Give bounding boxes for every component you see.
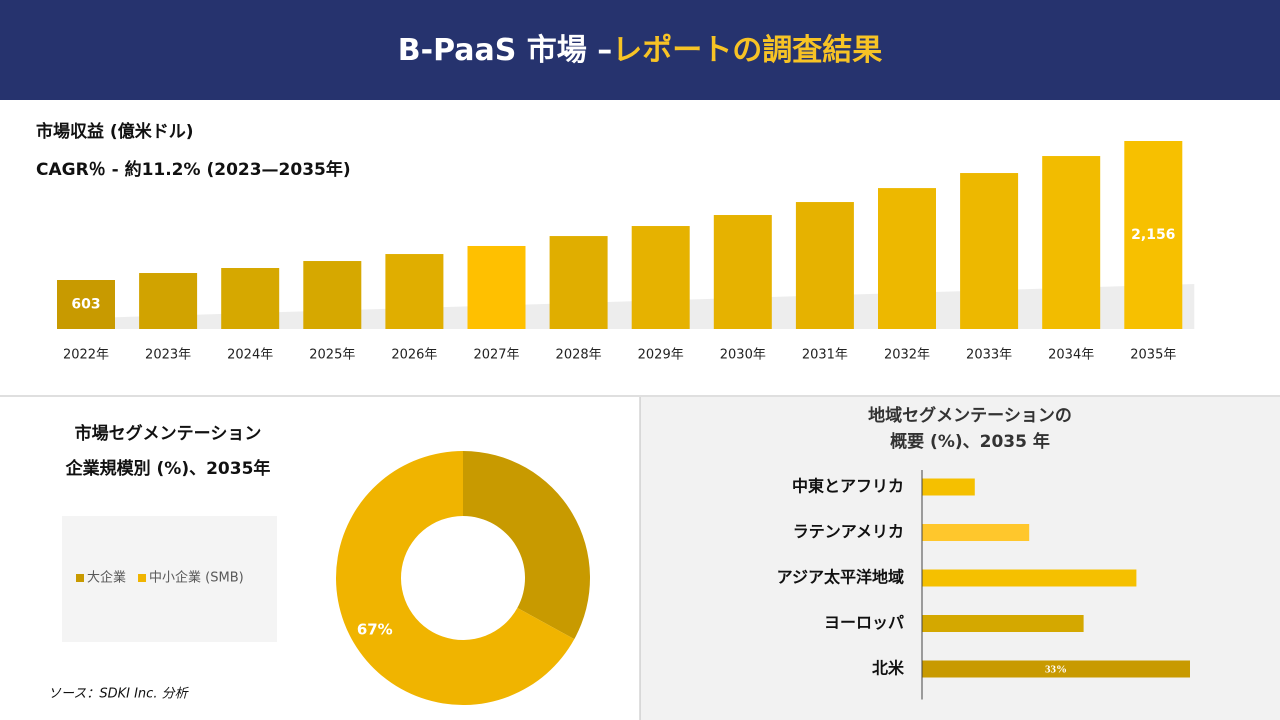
header-band <box>0 0 1280 100</box>
value-label: 2,156 <box>1131 227 1175 243</box>
bar <box>922 478 975 496</box>
y-tick-label: アジア太平洋地域 <box>777 568 904 587</box>
x-tick-label: 2031年 <box>802 348 848 363</box>
x-tick-label: 2030年 <box>720 348 766 363</box>
bar <box>139 273 198 329</box>
x-tick-label: 2028年 <box>556 348 602 363</box>
x-tick-label: 2026年 <box>391 348 437 363</box>
value-label: 603 <box>71 297 100 313</box>
bar <box>549 236 608 329</box>
bar <box>795 202 854 329</box>
x-tick-label: 2023年 <box>145 348 191 363</box>
chart-title: 市場セグメンテーション <box>75 423 262 444</box>
x-tick-label: 2027年 <box>473 348 519 363</box>
y-tick-label: ラテンアメリカ <box>793 522 904 541</box>
x-tick-label: 2029年 <box>638 348 684 363</box>
bar <box>303 261 362 329</box>
legend-label: 大企業 <box>87 570 126 586</box>
legend-swatch <box>76 574 84 582</box>
value-label: 67% <box>357 621 393 639</box>
bar <box>1042 156 1101 329</box>
bar <box>922 615 1084 632</box>
bar <box>922 660 1190 678</box>
y-tick-label: 北米 <box>872 659 905 678</box>
source-note: ソース：SDKI Inc. 分析 <box>48 687 190 702</box>
bar <box>878 188 936 329</box>
chart-title: 概要 (%)、2035 年 <box>890 431 1050 452</box>
y-tick-label: 中東とアフリカ <box>792 477 904 496</box>
bar <box>385 254 444 329</box>
legend-swatch <box>138 574 147 582</box>
bar <box>57 280 115 329</box>
x-tick-label: 2032年 <box>884 348 930 363</box>
bar <box>713 215 772 329</box>
header-title: B-PaaS 市場 –レポートの調査結果 <box>398 33 882 68</box>
value-label: 33% <box>1045 664 1067 676</box>
donut-segment <box>463 451 591 640</box>
donut-segment <box>336 450 575 705</box>
bar <box>221 268 280 329</box>
header-title-main: B-PaaS 市場 – <box>398 33 612 68</box>
x-tick-label: 2022年 <box>63 348 109 363</box>
legend-box <box>62 516 277 642</box>
x-tick-label: 2033年 <box>966 348 1012 363</box>
bar <box>922 569 1137 587</box>
bar <box>1124 141 1183 329</box>
chart-title: 市場収益 (億米ドル) <box>36 121 193 142</box>
chart-title: 企業規模別 (%)、2035年 <box>65 458 271 479</box>
bar <box>631 226 690 329</box>
chart-subtitle: CAGR％ - 約11.2% (2023—2035年) <box>36 159 351 180</box>
bar <box>467 245 526 329</box>
chart-title: 地域セグメンテーションの <box>868 405 1072 426</box>
x-tick-label: 2034年 <box>1048 348 1094 363</box>
x-tick-label: 2024年 <box>227 348 273 363</box>
header-title-highlight: レポートの調査結果 <box>612 33 882 68</box>
bar <box>960 173 1019 329</box>
bar <box>922 524 1030 541</box>
x-tick-label: 2035年 <box>1130 348 1176 363</box>
legend-label: 中小企業 (SMB) <box>149 570 244 586</box>
y-tick-label: ヨーロッパ <box>824 613 904 632</box>
x-tick-label: 2025年 <box>309 348 355 363</box>
